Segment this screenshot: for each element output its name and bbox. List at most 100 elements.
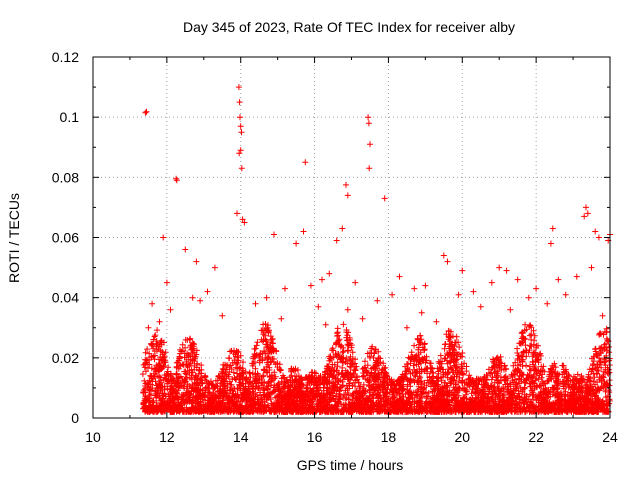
data-point [426,360,433,367]
data-point [480,388,487,394]
data-point [441,391,448,398]
data-point [416,338,423,344]
data-point [260,331,267,338]
data-point [432,399,439,406]
data-point [461,360,468,367]
data-point [217,392,224,399]
data-point [530,327,537,334]
data-point [446,401,452,408]
data-point [421,340,428,347]
data-point [409,391,416,398]
data-point [460,371,466,378]
data-point [265,383,272,390]
data-point [252,345,259,352]
data-point [587,378,594,385]
data-point [247,392,254,399]
data-point [251,359,258,365]
data-point [376,392,383,399]
data-point [530,373,537,380]
data-point [553,386,560,393]
data-point [448,380,455,386]
data-point [555,402,561,409]
data-point [442,355,449,362]
data-point [339,349,346,356]
data-point [187,335,194,342]
data-point [599,401,606,407]
data-point [147,387,154,394]
data-point [158,338,164,345]
data-point [573,391,580,398]
data-point [174,359,181,366]
data-point [158,365,165,372]
data-point [337,356,344,363]
data-point [550,400,557,407]
data-point [340,321,347,328]
data-point [346,409,353,415]
data-point [403,368,410,374]
data-point [221,382,228,389]
data-point [383,370,390,377]
data-point [299,391,306,398]
data-point [562,388,569,395]
data-point [268,345,275,352]
data-point [164,370,171,377]
data-point [340,359,347,366]
data-point [364,402,371,409]
data-point [527,367,534,374]
data-point [446,359,453,366]
data-point [501,363,508,369]
data-point [261,387,268,394]
data-point [338,408,345,415]
data-point [252,393,259,400]
data-point [271,369,278,376]
data-point [339,364,346,371]
data-point [603,329,610,336]
data-point [517,361,524,368]
data-point [153,348,160,354]
data-point [195,370,202,377]
data-point [151,356,158,363]
data-point [273,348,280,355]
data-point [344,360,351,367]
data-point [586,398,593,405]
data-point [173,359,180,366]
data-point [293,373,300,380]
data-point [228,397,235,404]
data-point [417,360,424,367]
data-point [335,378,342,385]
data-point [263,337,270,344]
data-point [184,407,191,414]
data-point [576,380,583,387]
data-point [451,390,458,397]
data-point [141,400,148,407]
data-point [353,363,360,370]
data-point [449,365,456,372]
data-point [372,346,379,353]
data-point [143,395,150,402]
data-point [267,333,274,340]
data-point [413,352,420,359]
data-point [552,364,559,371]
data-point [526,380,533,387]
data-point [219,366,226,372]
data-point [598,364,605,371]
data-point [349,383,356,389]
data-point [308,388,315,395]
data-point [314,380,320,387]
data-point [331,384,338,391]
data-point [488,369,495,376]
data-point [535,376,542,383]
data-point [523,362,530,369]
data-point [330,368,337,375]
data-point [606,349,613,356]
data-point [417,378,423,385]
data-point [281,380,288,387]
data-point [523,401,530,408]
data-point [146,409,152,415]
data-point [224,362,231,369]
data-point [601,368,607,375]
data-point [198,374,205,381]
data-point [421,367,428,374]
data-point [442,379,449,386]
data-point [463,395,470,402]
